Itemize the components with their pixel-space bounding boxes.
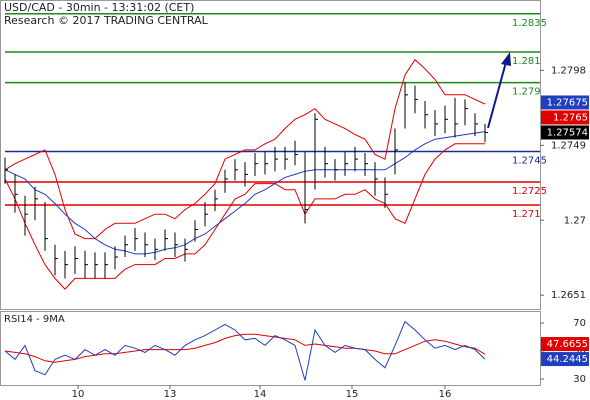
- plot-frame: [0, 0, 541, 310]
- value-box: [541, 352, 589, 367]
- value-box: [541, 110, 589, 125]
- value-box-label: 1.2765: [553, 112, 588, 123]
- value-box-label: 1.27675: [547, 97, 588, 108]
- y-tick-label: 1.2798: [551, 65, 586, 76]
- x-tick-label: 15: [346, 389, 359, 400]
- x-tick-label: 14: [254, 389, 267, 400]
- indicator-line: [4, 333, 486, 363]
- x-tick-label: 16: [439, 389, 452, 400]
- indicator-line: [4, 320, 486, 381]
- y-tick-label: 70: [573, 318, 586, 329]
- value-box-label: 1.27574: [547, 127, 588, 138]
- value-box: [541, 95, 589, 110]
- indicator-line: [4, 131, 486, 255]
- y-tick-label: 1.2749: [551, 140, 586, 151]
- x-tick-label: 13: [164, 389, 177, 400]
- y-tick-label: 30: [573, 374, 586, 385]
- indicator-line: [4, 58, 486, 240]
- level-label: 1.279: [512, 87, 541, 98]
- x-tick-label: 10: [72, 389, 85, 400]
- y-tick-label: 1.27: [564, 215, 586, 226]
- panel: 1.2651 1.27 1.2749 1.2798 1.2835 1.281 1.279 1.…: [0, 0, 589, 310]
- plot-frame: [0, 311, 541, 386]
- chart-title: USD/CAD - 30min - 13:31:02 (CET): [4, 1, 194, 14]
- value-box: [541, 125, 589, 140]
- panel-title: RSI14 - 9MA: [4, 314, 65, 325]
- value-box-label: 47.6655: [547, 339, 588, 350]
- projection-arrow: [487, 52, 511, 129]
- value-box: [541, 337, 589, 352]
- level-label: 1.281: [512, 56, 541, 67]
- panel: 30 50 70 10 13 14 15 16 RSI14 - 9MA 44.2445 47.665…: [0, 311, 589, 400]
- level-label: 1.271: [512, 209, 541, 220]
- level-label: 1.2725: [512, 186, 547, 197]
- chart-subtitle: Research © 2017 TRADING CENTRAL: [4, 14, 209, 27]
- level-label: 1.2745: [512, 155, 547, 166]
- y-tick-label: 50: [573, 346, 586, 357]
- level-label: 1.2835: [512, 18, 547, 29]
- value-box-label: 44.2445: [547, 354, 588, 365]
- y-tick-label: 1.2651: [551, 290, 586, 301]
